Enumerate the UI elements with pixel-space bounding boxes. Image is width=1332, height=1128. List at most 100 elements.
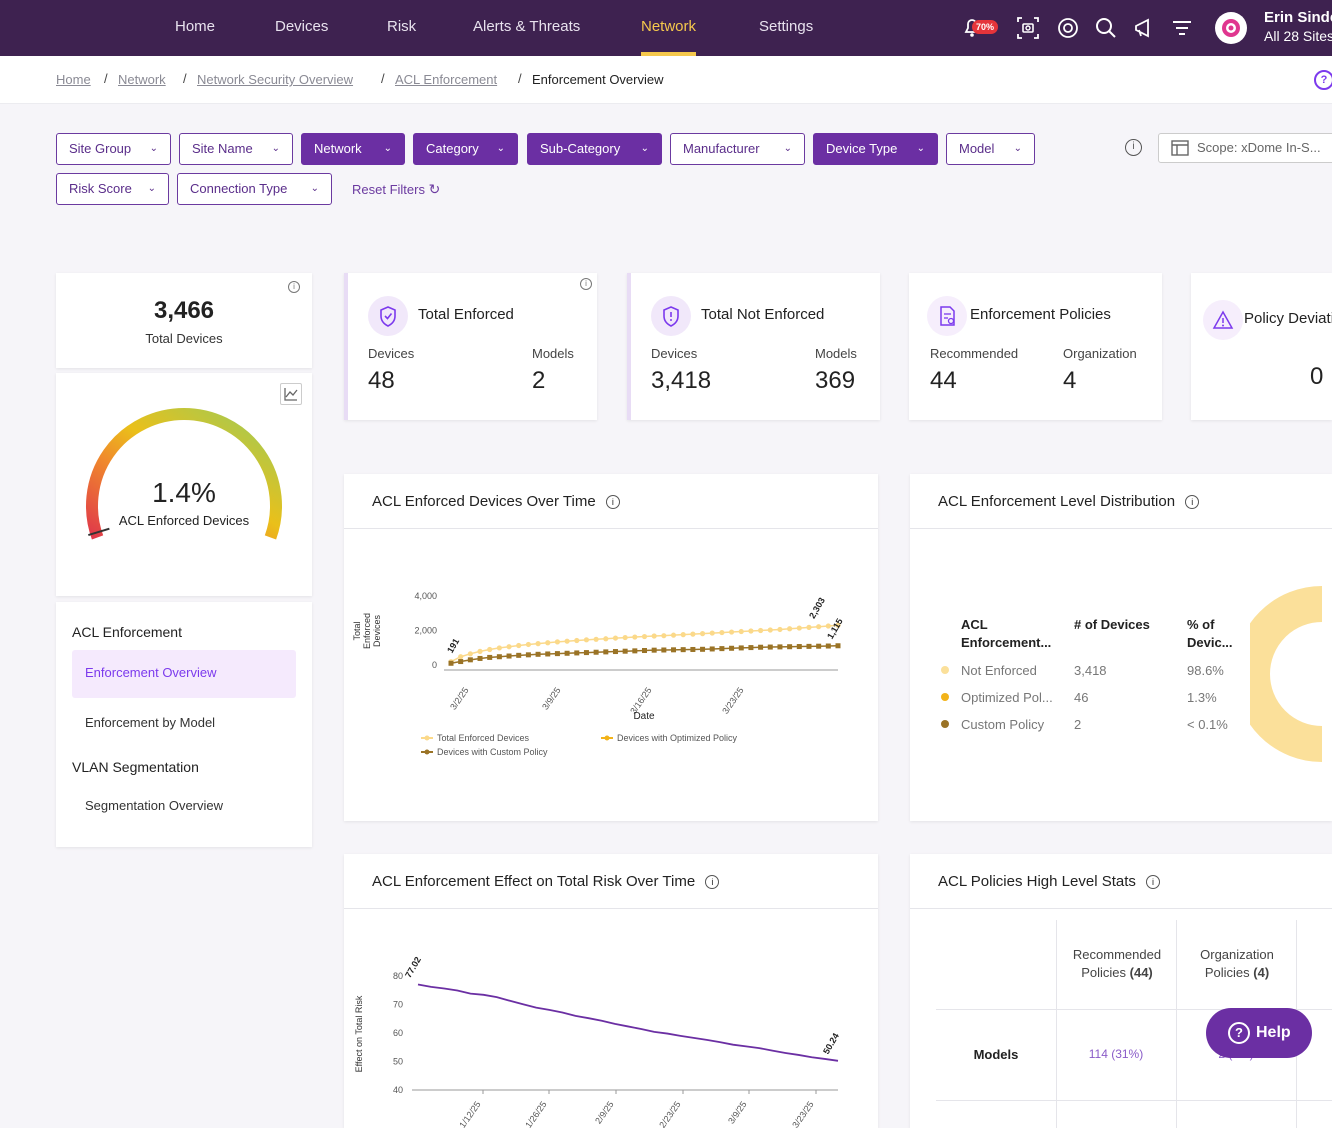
data-point[interactable] <box>816 624 822 630</box>
breadcrumb-network[interactable]: Network <box>118 72 166 87</box>
legend-label[interactable]: Devices with Custom Policy <box>437 747 548 757</box>
data-point[interactable] <box>477 648 483 654</box>
camera-scan-icon[interactable] <box>1014 14 1042 42</box>
column-header-enforcement[interactable]: ACL Enforcement... <box>961 617 1052 650</box>
data-point[interactable] <box>738 645 744 651</box>
data-point[interactable] <box>467 651 473 657</box>
data-point[interactable] <box>632 648 638 654</box>
data-point[interactable] <box>700 646 706 652</box>
breadcrumb-acl-enforcement[interactable]: ACL Enforcement <box>395 72 498 87</box>
data-point[interactable] <box>593 636 599 642</box>
data-point[interactable] <box>748 628 754 634</box>
nav-home[interactable]: Home <box>175 18 216 35</box>
data-point[interactable] <box>728 629 735 635</box>
data-point[interactable] <box>671 647 677 653</box>
data-point[interactable] <box>835 622 841 628</box>
data-point[interactable] <box>661 647 667 653</box>
data-point[interactable] <box>661 633 667 639</box>
breadcrumb-home[interactable]: Home <box>56 72 91 87</box>
nav-risk[interactable]: Risk <box>387 18 417 35</box>
data-point[interactable] <box>632 634 638 640</box>
info-icon[interactable]: i <box>605 495 620 510</box>
data-point[interactable] <box>603 649 609 655</box>
data-point[interactable] <box>477 655 483 661</box>
data-point[interactable] <box>593 649 599 655</box>
filter-risk-score[interactable]: Risk Score ⌄ <box>56 173 169 205</box>
data-point[interactable] <box>448 660 454 666</box>
data-point[interactable] <box>545 651 551 657</box>
data-point[interactable] <box>516 642 522 649</box>
avatar[interactable] <box>1215 12 1247 44</box>
data-point[interactable] <box>574 650 580 656</box>
filter-icon[interactable] <box>1168 14 1196 42</box>
data-point[interactable] <box>642 648 647 654</box>
data-point[interactable] <box>835 643 841 649</box>
data-point[interactable] <box>496 645 502 651</box>
data-point[interactable] <box>525 641 531 648</box>
data-point[interactable] <box>709 630 715 636</box>
data-point[interactable] <box>641 633 648 640</box>
data-point[interactable] <box>806 643 812 649</box>
data-point[interactable] <box>516 652 522 658</box>
legend-label[interactable]: Total Enforced Devices <box>437 733 530 743</box>
data-point[interactable] <box>651 647 657 653</box>
data-point[interactable] <box>612 649 618 655</box>
donut-slice-not-enforced[interactable] <box>1250 586 1323 762</box>
data-point[interactable] <box>758 644 764 650</box>
data-point[interactable] <box>787 644 793 650</box>
info-icon[interactable]: i <box>705 875 720 890</box>
user-name[interactable]: Erin Sindell <box>1264 9 1332 26</box>
data-point[interactable] <box>506 653 512 659</box>
data-point[interactable] <box>690 631 696 637</box>
filter-sub-category[interactable]: Sub-Category ⌄ <box>527 133 662 165</box>
data-point[interactable] <box>690 646 696 652</box>
data-point[interactable] <box>816 643 822 649</box>
reset-filters-button[interactable]: Reset Filters ↻ <box>352 181 441 197</box>
side-nav-item-enforcement-by-model[interactable]: Enforcement by Model <box>85 715 216 730</box>
megaphone-icon[interactable] <box>1130 14 1158 42</box>
search-icon[interactable] <box>1092 14 1120 42</box>
info-icon[interactable]: i <box>288 281 300 293</box>
legend-label[interactable]: Devices with Optimized Policy <box>617 733 738 743</box>
side-nav-item-segmentation-overview[interactable]: Segmentation Overview <box>85 798 224 813</box>
data-point[interactable] <box>487 646 493 653</box>
data-point[interactable] <box>767 627 773 633</box>
filter-site-name[interactable]: Site Name ⌄ <box>179 133 293 165</box>
data-point[interactable] <box>767 644 773 650</box>
data-point[interactable] <box>670 632 677 638</box>
filter-category[interactable]: Category ⌄ <box>413 133 518 165</box>
data-point[interactable] <box>738 628 744 635</box>
nav-alerts-threats[interactable]: Alerts & Threats <box>473 18 581 35</box>
side-nav-item-enforcement-overview[interactable]: Enforcement Overview <box>72 650 296 698</box>
column-header-percent[interactable]: % of Devic... <box>1187 617 1233 650</box>
info-icon[interactable]: i <box>580 278 592 290</box>
data-point[interactable] <box>525 652 531 658</box>
data-point[interactable] <box>545 640 551 646</box>
data-point[interactable] <box>719 629 725 636</box>
info-icon[interactable]: i <box>1185 495 1200 510</box>
filter-site-group[interactable]: Site Group ⌄ <box>56 133 171 165</box>
data-point[interactable] <box>535 641 541 647</box>
data-point[interactable] <box>825 643 831 649</box>
data-point[interactable] <box>487 654 493 660</box>
data-point[interactable] <box>699 631 706 637</box>
data-point[interactable] <box>564 638 570 644</box>
data-point[interactable] <box>554 651 560 657</box>
data-point[interactable] <box>680 647 686 653</box>
filter-connection-type[interactable]: Connection Type ⌄ <box>177 173 332 205</box>
data-point[interactable] <box>622 648 628 654</box>
filter-device-type[interactable]: Device Type ⌄ <box>813 133 938 165</box>
data-point[interactable] <box>806 624 812 630</box>
column-header-device-count[interactable]: # of Devices <box>1074 617 1150 632</box>
data-point[interactable] <box>719 646 725 652</box>
nav-settings[interactable]: Settings <box>759 18 814 35</box>
data-point[interactable] <box>825 623 831 629</box>
data-point[interactable] <box>458 654 464 660</box>
filter-model[interactable]: Model ⌄ <box>946 133 1035 165</box>
nav-network[interactable]: Network <box>641 0 697 56</box>
data-point[interactable] <box>603 636 609 642</box>
data-point[interactable] <box>506 644 512 650</box>
support-lifebuoy-icon[interactable] <box>1054 14 1082 42</box>
chart-trend-icon[interactable] <box>280 383 302 405</box>
data-point[interactable] <box>612 635 619 641</box>
